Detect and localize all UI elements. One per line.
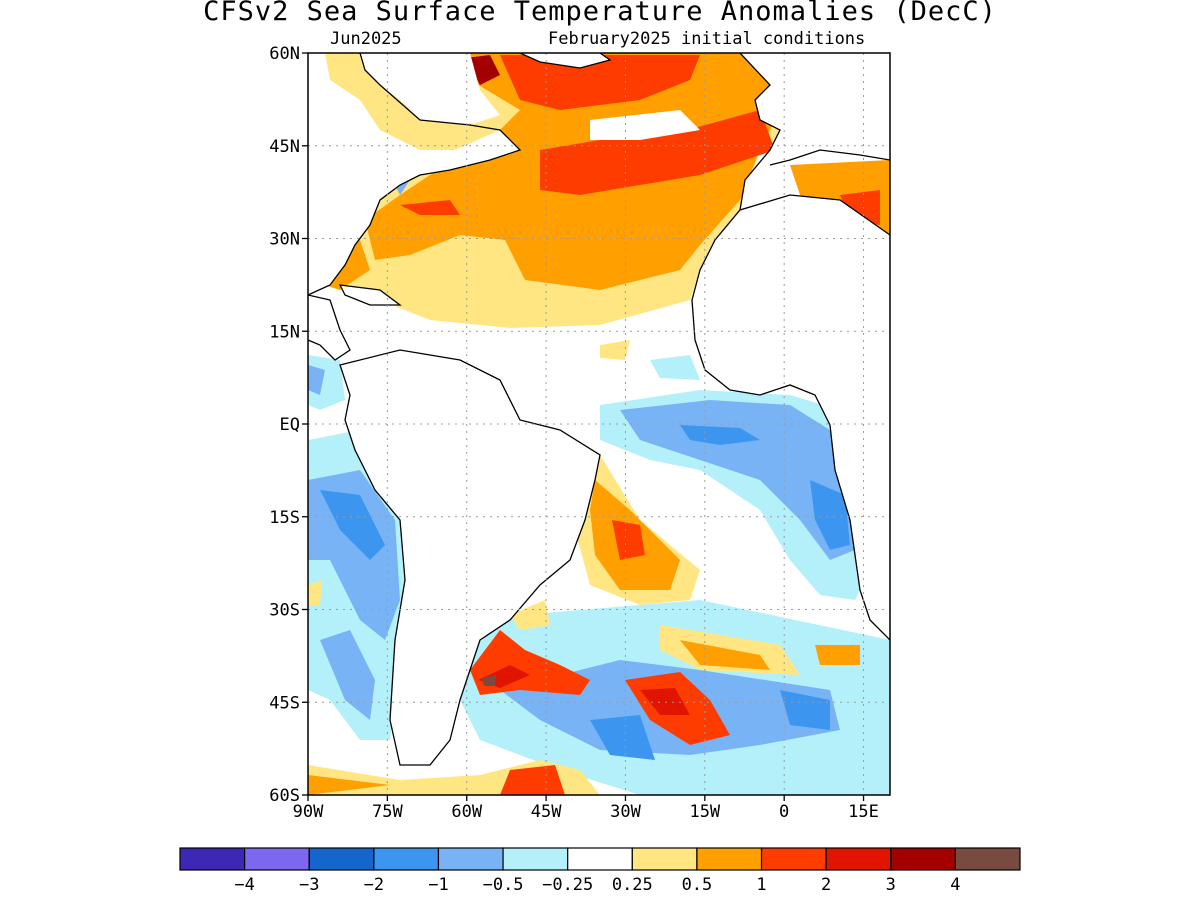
anomaly-region-red-north-b [540,110,775,195]
anomaly-region-orange-far-south [308,775,390,795]
anomaly-region-red-west [400,200,460,215]
colorbar-label: −0.5 [483,875,524,895]
lat-tick-label: 60S [269,786,300,806]
anomaly-region-darkred-north [465,55,500,85]
coastline-central-america [308,294,351,361]
coastline-north-america [308,53,522,296]
colorbar-swatch [308,847,375,871]
anomaly-region-red-brazil-current [612,520,645,560]
colorbar-swatch [631,847,698,871]
coastline-mediterranean [769,149,890,166]
anomaly-region-lightblue-pacific [308,470,400,640]
land-caribbean [340,285,400,305]
land-canada [360,53,500,125]
anomaly-region-blue-south-atlantic-b [780,690,830,730]
valid-month-label: Jun2025 [330,29,402,49]
colorbar-swatch [567,847,633,871]
colorbar [179,847,1021,871]
anomaly-region-yellow-brazil-south [510,600,550,630]
colorbar-label: 2 [821,875,831,895]
lat-tick-label: 60N [269,44,300,64]
lat-tick-label: 15S [269,508,300,528]
anomaly-region-lightblue-tropical-west [308,365,325,395]
colorbar-label: −2 [364,875,384,895]
lat-tick-label: 15N [269,322,300,342]
coastline-caribbean [338,284,402,306]
latitude-axis: 60N 45N 30N 15N EQ 15S 30S 45S 60S [269,44,308,806]
land-europe [740,53,890,210]
colorbar-swatch [760,847,827,871]
colorbar-swatch [437,847,504,871]
lon-tick-label: 15W [689,802,720,822]
anomaly-region-blue-equatorial [680,425,760,445]
anomaly-region-yellow-pacific-south [308,580,322,605]
anomaly-region-blue-pacific [320,490,385,560]
anomaly-region-orange-east-south-atlantic [815,645,860,665]
colorbar-swatch [244,847,310,871]
anomaly-region-blue-south-atlantic-a [590,715,655,760]
anomaly-region-lightblue-equatorial [620,400,855,560]
colorbar-swatch [696,847,763,871]
colorbar-labels: −4 −3 −2 −1 −0.5 −0.25 0.25 0.5 1 2 3 4 [234,875,960,895]
land-north-america [308,53,520,295]
land-greenland-iceland [520,53,610,68]
longitude-axis: 90W 75W 60W 45W 30W 15W 0 15E [293,795,879,822]
lat-tick-label: 30S [269,601,300,621]
colorbar-swatch [954,847,1021,871]
coastline-south-america [339,349,601,766]
colorbar-label: −3 [299,875,319,895]
colorbar-label: −0.25 [542,875,593,895]
initial-conditions-label: February2025 initial conditions [548,29,866,49]
chart-title: CFSv2 Sea Surface Temperature Anomalies … [203,0,997,27]
lat-lon-grid [308,53,890,795]
lon-tick-label: 30W [610,802,641,822]
anomaly-region-darkred-south-atlantic-b [640,688,690,715]
lon-tick-label: 15E [848,802,879,822]
colorbar-swatch [502,847,569,871]
lon-tick-label: 0 [779,802,789,822]
anomaly-region-lightblue-pacific-south [320,630,375,720]
anomaly-region-blue-africa-coast [810,480,850,550]
colorbar-swatch [825,847,892,871]
colorbar-swatch [373,847,440,871]
coastline-greenland [519,53,612,69]
lon-tick-label: 60W [451,802,482,822]
anomaly-region-red-north-a [500,55,700,110]
colorbar-label: 1 [756,875,766,895]
colorbar-label: 0.5 [682,875,713,895]
anomaly-region-brown-confluence [482,675,496,686]
anomaly-region-cyan-north-tropical [650,355,700,380]
anomaly-region-yellow-tropical [600,340,630,360]
land-south-america [340,350,600,765]
colorbar-label: 0.25 [612,875,653,895]
anomaly-region-white-north [590,110,700,140]
colorbar-swatch [179,847,246,871]
colorbar-label: −4 [234,875,254,895]
land-africa [692,195,890,640]
colorbar-label: 4 [950,875,960,895]
coastlines [308,53,890,766]
colorbar-swatch [890,847,956,871]
coastline-europe [739,53,781,211]
lon-tick-label: 75W [372,802,403,822]
lat-tick-label: 45N [269,137,300,157]
lon-tick-label: 90W [293,802,324,822]
lat-tick-label: 45S [269,693,300,713]
anomaly-region-orange-south-atlantic [680,640,770,670]
lat-tick-label: 30N [269,230,300,250]
lat-tick-label: EQ [280,415,300,435]
colorbar-label: −1 [428,875,448,895]
lon-tick-label: 45W [531,802,562,822]
colorbar-label: 3 [886,875,896,895]
anomaly-region-red-far-south [500,765,565,795]
sst-anomaly-field [308,53,890,795]
